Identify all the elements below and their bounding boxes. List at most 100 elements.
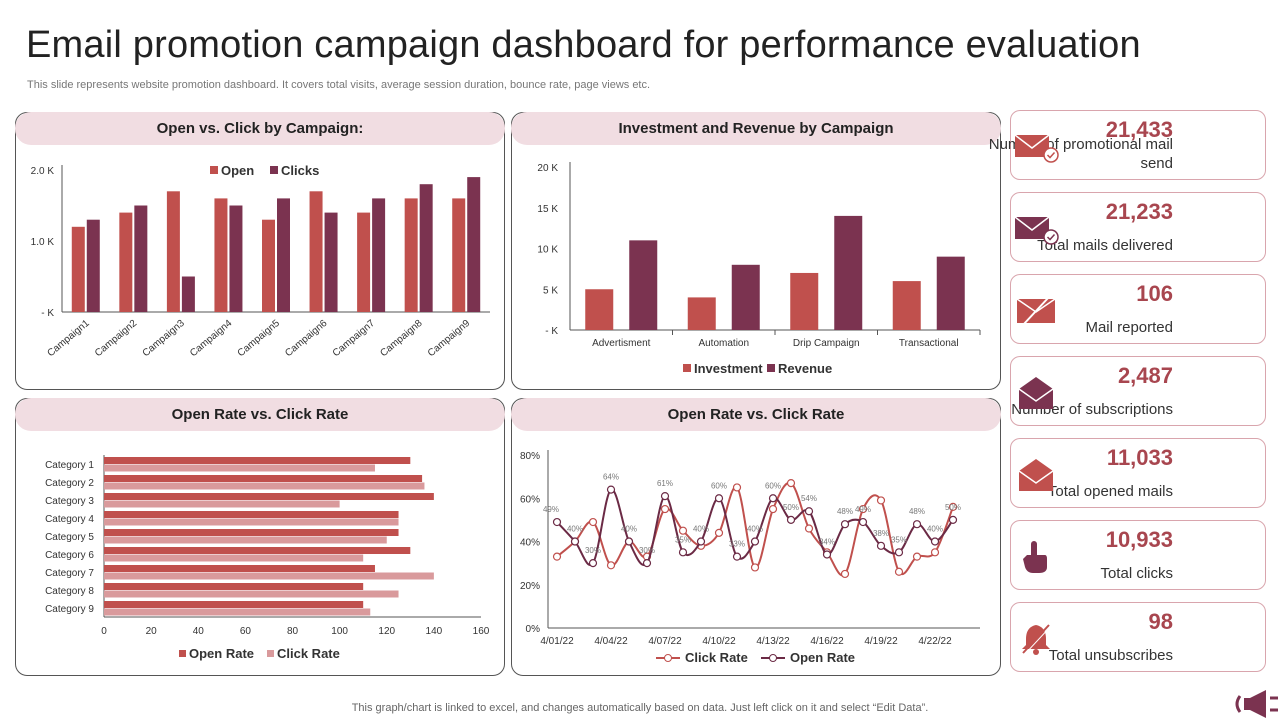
- kpi-label: Number of promotional mail send: [988, 136, 1173, 172]
- y-tick-label: 20%: [520, 581, 540, 592]
- kpi-card: 98 Total unsubscribes: [1010, 602, 1266, 672]
- data-point: [678, 526, 688, 535]
- x-tick-label: 4/19/22: [864, 636, 898, 647]
- kpi-card: 106 Mail reported: [1010, 274, 1266, 344]
- bar-click-rate: [104, 536, 387, 544]
- x-tick-label: Transactional: [899, 338, 959, 349]
- bar-investment: [790, 272, 819, 330]
- data-point: [912, 520, 922, 529]
- y-tick-label: 1.0 K: [31, 237, 55, 248]
- x-tick-label: 4/01/22: [540, 636, 574, 647]
- bar-clicks: [419, 184, 433, 312]
- x-tick-label: 80: [287, 626, 299, 637]
- bar-open-rate: [104, 529, 399, 536]
- bar-click-rate: [104, 554, 364, 562]
- x-tick-label: 4/22/22: [918, 636, 952, 647]
- data-label: 38%: [873, 529, 889, 538]
- x-tick-label: Drip Campaign: [793, 338, 860, 349]
- bar-open-rate: [104, 493, 434, 500]
- bar-revenue: [629, 240, 658, 330]
- data-label: 33%: [729, 540, 745, 549]
- y-tick-label: 15 K: [537, 204, 558, 215]
- panel-investment-revenue: Investment and Revenue by Campaign: [511, 112, 1001, 390]
- data-label: 60%: [765, 481, 781, 490]
- legend-label: Click Rate: [685, 650, 748, 665]
- y-tick-label: - K: [545, 326, 558, 337]
- bar-revenue: [834, 215, 863, 330]
- bar-clicks: [134, 205, 148, 312]
- data-point: [624, 537, 634, 546]
- bar-clicks: [467, 177, 481, 312]
- x-tick-label: Campaign4: [188, 318, 235, 360]
- bar-open: [262, 219, 275, 312]
- bar-open: [71, 226, 85, 312]
- data-point: [660, 491, 670, 501]
- data-point: [858, 504, 868, 514]
- data-label: 35%: [891, 535, 907, 544]
- x-tick-label: Campaign1: [45, 318, 92, 360]
- data-point: [930, 537, 940, 546]
- chart-title: Open Rate vs. Click Rate: [511, 398, 1001, 431]
- y-tick-label: Category 7: [45, 568, 94, 579]
- mail-open-icon: [1018, 459, 1054, 491]
- bar-click-rate: [104, 590, 399, 598]
- x-tick-label: Campaign9: [426, 318, 473, 360]
- x-tick-label: 4/10/22: [702, 636, 736, 647]
- bar-open: [166, 191, 180, 312]
- y-tick-label: Category 8: [45, 586, 94, 597]
- kpi-card: 21,233 Total mails delivered: [1010, 192, 1266, 262]
- bar-clicks: [181, 276, 195, 312]
- kpi-value: 106: [1136, 281, 1173, 306]
- bar-open-rate: [104, 601, 364, 608]
- mail-open-icon: [1018, 377, 1054, 409]
- kpi-card: 11,033 Total opened mails: [1010, 438, 1266, 508]
- data-label: 60%: [711, 481, 727, 490]
- x-tick-label: Campaign8: [378, 318, 425, 360]
- data-point: [750, 563, 760, 572]
- y-tick-label: 5 K: [543, 285, 558, 296]
- y-tick-label: Category 4: [45, 514, 94, 525]
- kpi-label: Total mails delivered: [1037, 237, 1173, 254]
- bar-click-rate: [104, 500, 340, 508]
- kpi-card: 21,433 Number of promotional mail send: [989, 110, 1266, 180]
- data-label: 30%: [585, 546, 601, 555]
- y-tick-label: Category 5: [45, 532, 94, 543]
- bar-click-rate: [104, 518, 399, 526]
- bar-clicks: [372, 198, 386, 312]
- x-tick-label: 4/04/22: [594, 636, 628, 647]
- kpi-label: Total unsubscribes: [1048, 647, 1173, 664]
- bar-open-rate: [104, 511, 399, 518]
- bar-open-rate: [104, 457, 411, 464]
- legend-label: Revenue: [778, 361, 832, 376]
- pointer-hand-icon: [1023, 541, 1047, 573]
- chart-title: Investment and Revenue by Campaign: [511, 112, 1001, 145]
- x-tick-label: Campaign2: [93, 318, 140, 360]
- bar-click-rate: [104, 608, 371, 616]
- data-point: [930, 548, 940, 557]
- panel-open-rate-click-rate-line: Open Rate vs. Click Rate: [511, 398, 1001, 676]
- kpi-value: 98: [1148, 609, 1173, 634]
- y-tick-label: 0%: [526, 624, 541, 635]
- data-point: [714, 494, 724, 503]
- x-tick-label: Campaign6: [283, 318, 330, 360]
- data-point: [840, 520, 850, 529]
- data-label: 64%: [603, 473, 619, 482]
- data-point: [786, 515, 796, 524]
- bar-open: [214, 198, 228, 312]
- data-point: [660, 504, 670, 514]
- mail-check-icon: [1014, 216, 1059, 245]
- x-tick-label: 4/13/22: [756, 636, 790, 647]
- data-point: [552, 517, 562, 527]
- data-point: [732, 552, 742, 561]
- data-label: 40%: [747, 525, 763, 534]
- kpi-card: 10,933 Total clicks: [1010, 520, 1266, 590]
- data-label: 30%: [639, 546, 655, 555]
- legend-swatch: [210, 166, 218, 174]
- data-point: [786, 479, 796, 488]
- legend-label: Open Rate: [189, 646, 254, 661]
- data-point: [912, 552, 922, 561]
- bar-click-rate: [104, 464, 375, 472]
- bar-open-rate: [104, 547, 411, 554]
- megaphone-icon: [1235, 690, 1278, 718]
- legend-label: Click Rate: [277, 646, 340, 661]
